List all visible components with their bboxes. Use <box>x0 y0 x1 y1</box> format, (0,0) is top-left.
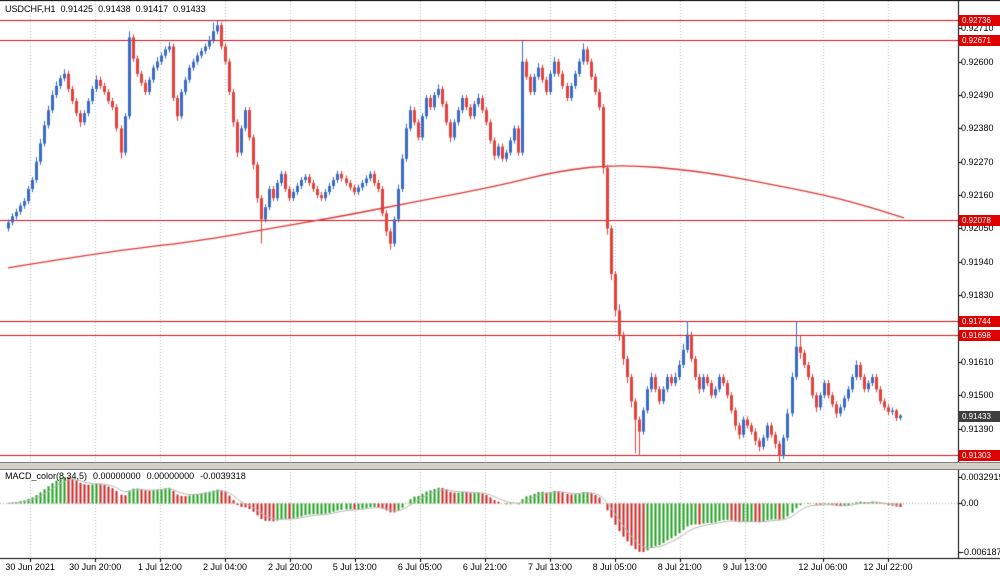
macd-indicator-label: MACD_color(8,34,5) 0.00000000 0.00000000 -0… <box>5 471 252 481</box>
macd-value-1: 0.00000000 <box>93 471 141 481</box>
time-axis[interactable] <box>0 558 1000 579</box>
pane-separator[interactable] <box>0 462 1000 470</box>
ohlc-low-value: 0.91417 <box>135 4 169 14</box>
macd-value-3: -0.0039318 <box>200 471 246 481</box>
symbol-timeframe-label: USDCHF,H1 <box>5 4 56 14</box>
chart-header: USDCHF,H1 0.91425 0.91438 0.91417 0.91433 <box>5 4 211 14</box>
macd-value-2: 0.00000000 <box>146 471 195 481</box>
ohlc-open-value: 0.91425 <box>60 4 94 14</box>
price-axis[interactable] <box>959 0 1000 558</box>
ohlc-close-value: 0.91433 <box>173 4 206 14</box>
ohlc-high-value: 0.91438 <box>98 4 131 14</box>
current-price-badge: 0.91433 <box>959 410 1000 422</box>
macd-name: MACD_color(8,34,5) <box>5 471 88 481</box>
